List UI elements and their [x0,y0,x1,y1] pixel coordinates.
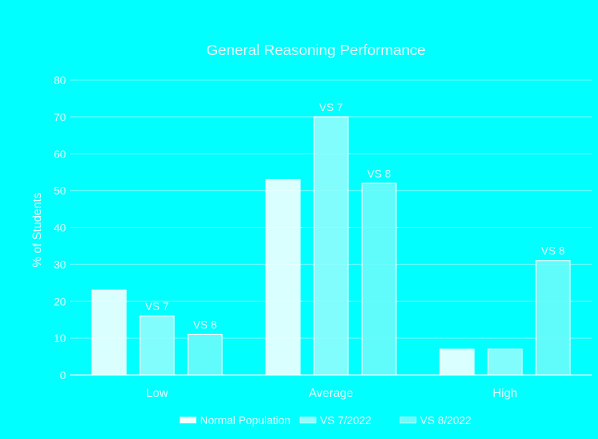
y-tick-label: 20 [54,296,66,308]
data-label: VS 8 [367,168,391,180]
y-tick-label: 80 [54,75,66,87]
chart-title: General Reasoning Performance [206,42,425,59]
bar [361,182,397,376]
data-labels: VS 7 VS 8 VS 7 VS 8 VS 8 [145,102,565,332]
bar [313,116,349,376]
bar [487,348,523,376]
y-tick-label: 0 [60,370,66,382]
data-label: VS 8 [541,246,565,258]
data-label: VS 7 [319,102,343,114]
bar [535,260,571,376]
bars [91,116,571,376]
y-tick-label: 30 [54,259,66,271]
legend-label: VS 7/2022 [320,415,371,427]
legend-label: VS 8/2022 [420,415,471,427]
x-tick-label: Low [146,386,168,400]
bar [187,333,223,376]
x-tick-label: High [493,386,518,400]
bar [91,289,127,376]
x-tick-labels: Low Average High [146,386,517,400]
y-tick-label: 70 [54,112,66,124]
legend-swatch [399,416,417,424]
y-tick-labels: 0 10 20 30 40 50 60 70 80 [54,75,66,382]
bar [439,348,475,376]
y-tick-label: 40 [54,223,66,235]
data-label: VS 7 [145,301,169,313]
bar [139,315,175,376]
y-tick-label: 60 [54,149,66,161]
bar [265,179,301,376]
y-axis-label: % of Students [30,193,44,268]
legend-swatch [299,416,317,424]
data-label: VS 8 [193,319,217,331]
legend: Normal Population VS 7/2022 VS 8/2022 [179,415,471,427]
legend-label: Normal Population [200,415,291,427]
legend-swatch [179,416,197,424]
y-tick-label: 50 [54,186,66,198]
y-tick-label: 10 [54,333,66,345]
x-tick-label: Average [309,386,354,400]
